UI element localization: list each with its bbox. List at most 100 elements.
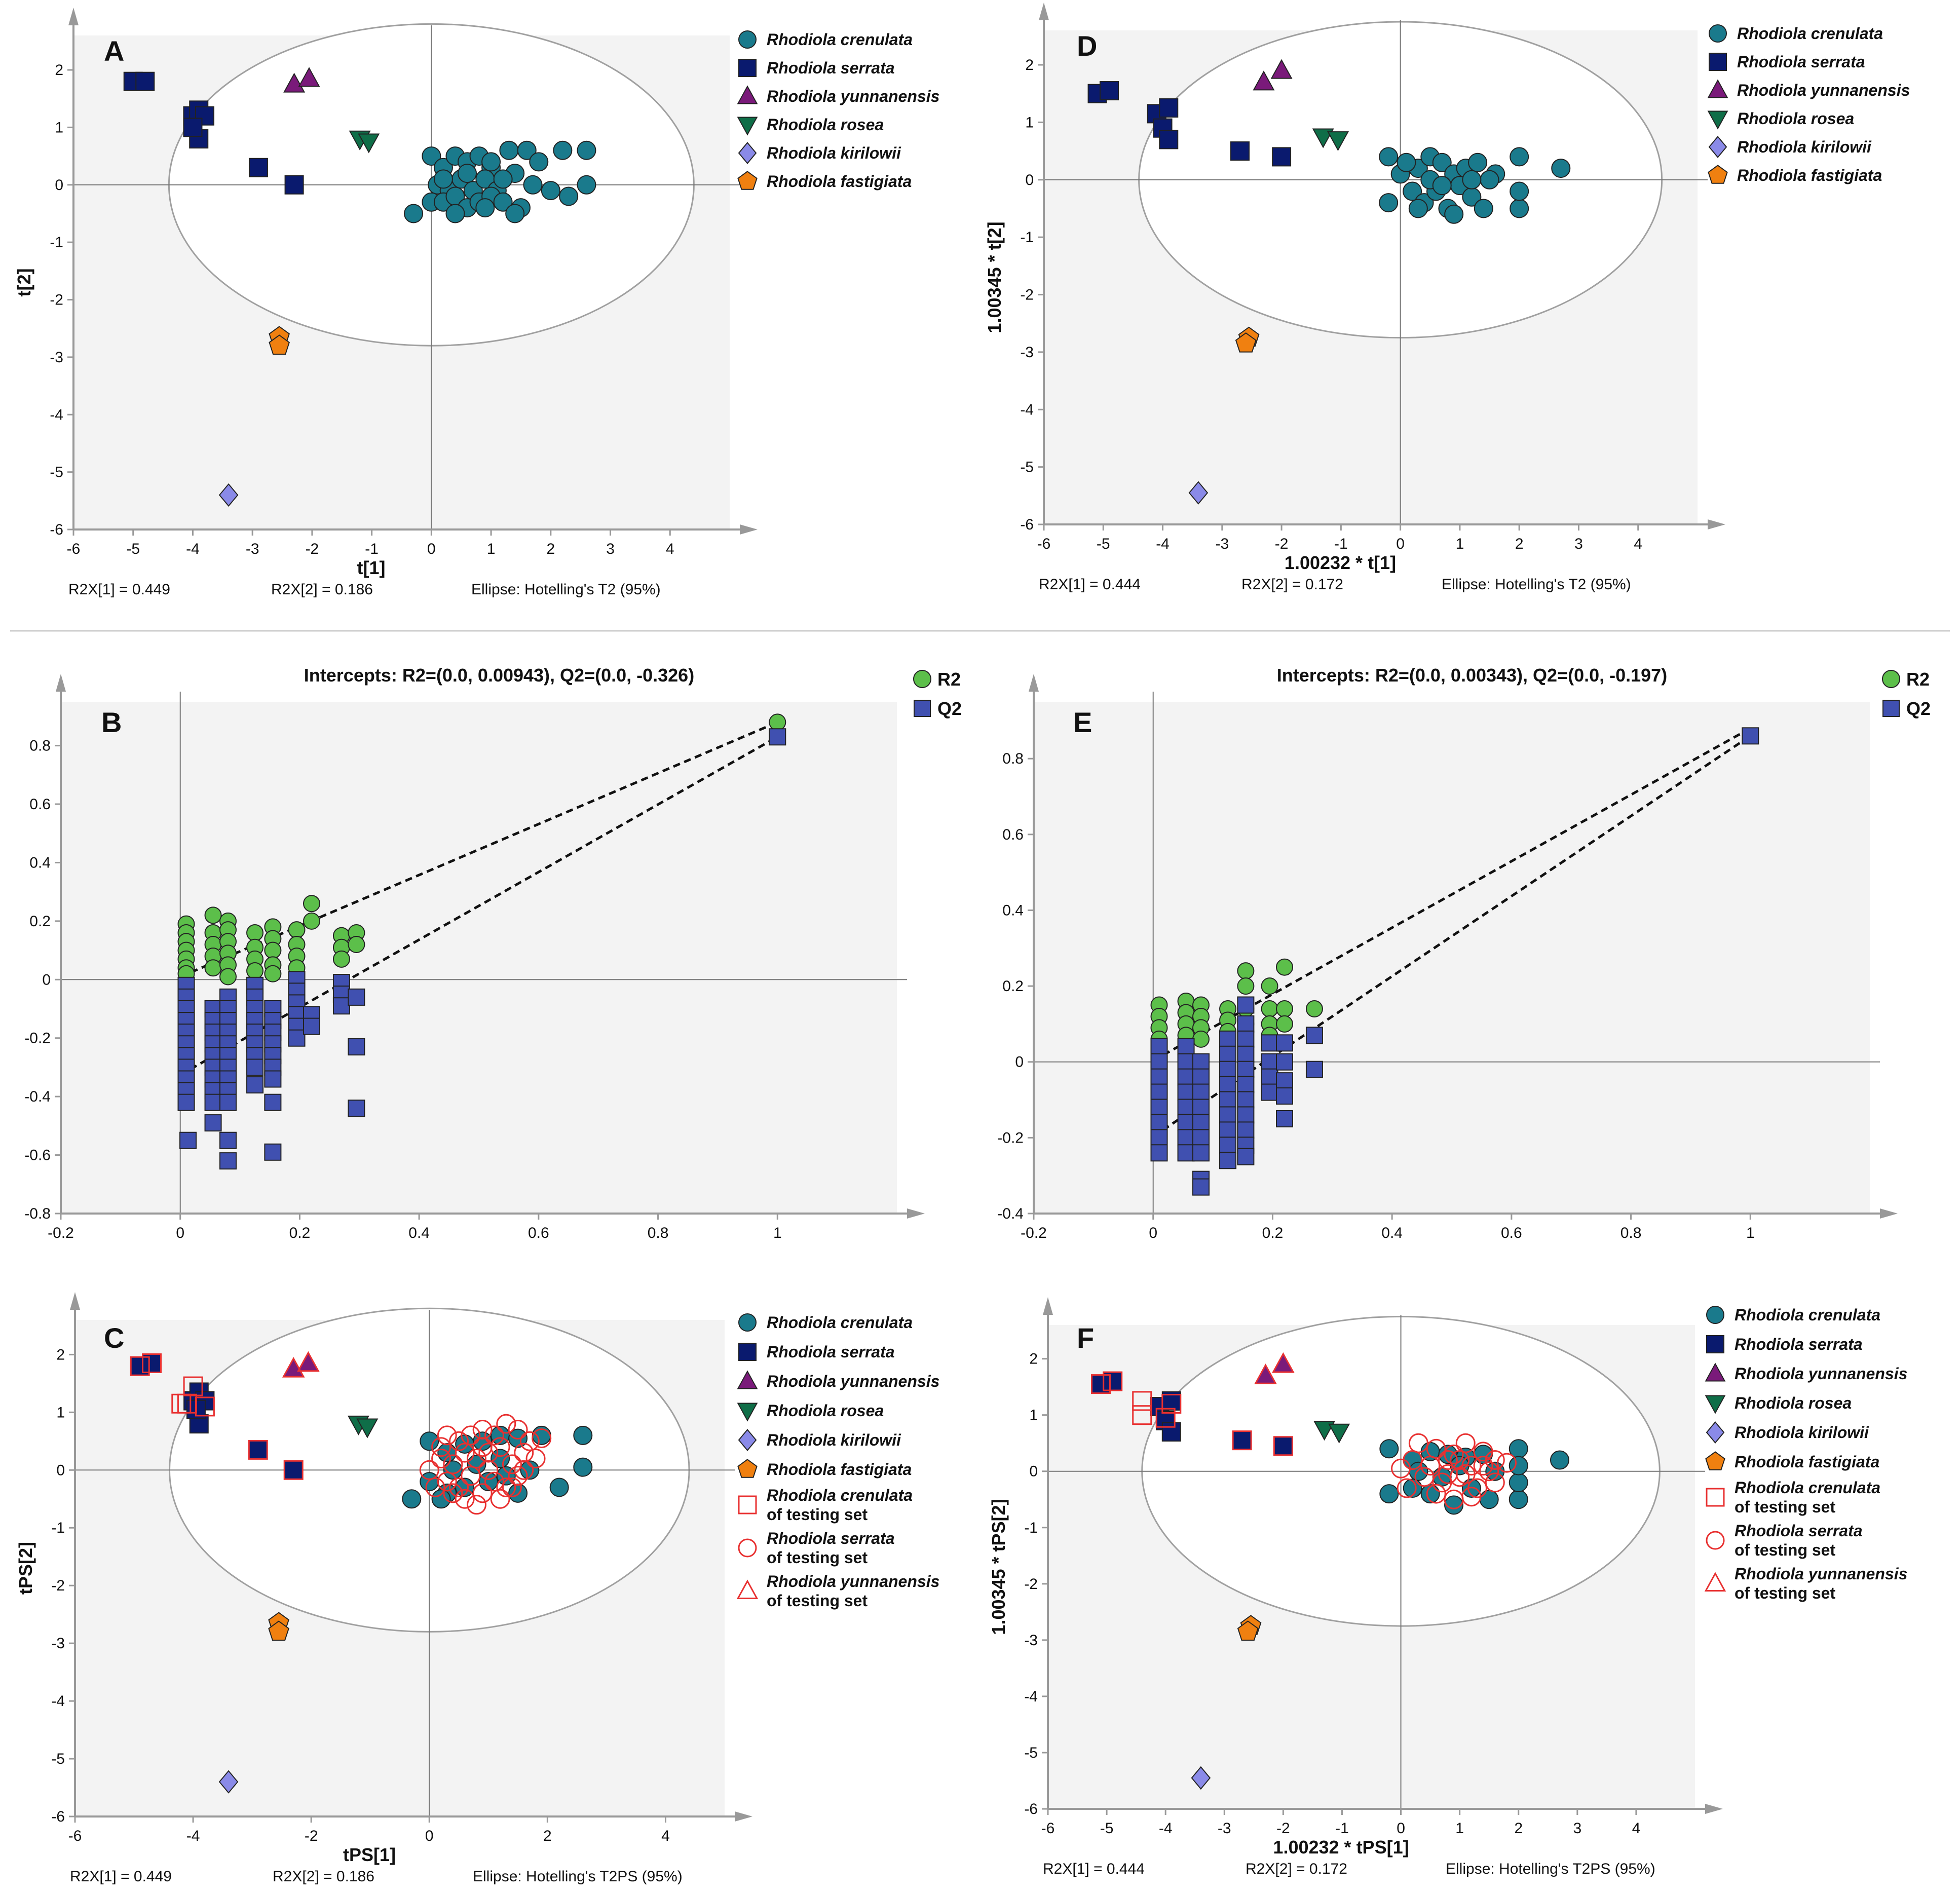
chart-title: Intercepts: R2=(0.0, 0.00943), Q2=(0.0, … <box>304 665 694 686</box>
point-test_serrata <box>455 1489 475 1509</box>
y-axis-arrow <box>1029 674 1039 692</box>
point-crenulata <box>1379 1484 1399 1504</box>
series-serrata <box>1087 81 1292 167</box>
point-q2 <box>1305 1061 1323 1078</box>
legend-label-kirilowii: Rhodiola kirilowii <box>1737 138 1872 156</box>
point-r2 <box>264 941 282 959</box>
point-q2 <box>1261 1083 1278 1101</box>
x-tick-label: 0 <box>1397 1820 1405 1837</box>
footer-text: Ellipse: Hotelling's T2 (95%) <box>1442 576 1631 593</box>
point-serrata <box>1273 1436 1293 1456</box>
x-axis-arrow <box>740 524 758 535</box>
point-test_serrata <box>467 1495 487 1515</box>
legend-label-yunnanensis: Rhodiola yunnanensis <box>767 1372 939 1390</box>
point-q2 <box>348 988 365 1006</box>
point-crenulata <box>520 1460 540 1480</box>
point-test_serrata <box>1420 1456 1441 1476</box>
legend-label-rosea: Rhodiola rosea <box>1735 1394 1852 1412</box>
point-test_serrata <box>443 1454 463 1474</box>
series-rosea <box>349 130 380 154</box>
point-test_serrata <box>472 1420 493 1440</box>
legend-marker-rosea <box>1707 110 1728 130</box>
x-tick-label: 1 <box>1455 1820 1464 1837</box>
legend-label-serrata: Rhodiola serrata <box>1737 53 1865 71</box>
point-kirilowii <box>1188 481 1209 505</box>
panel-letter: B <box>101 706 122 738</box>
y-tick-label: 0.8 <box>29 738 51 754</box>
point-r2 <box>204 906 222 924</box>
point-q2 <box>1150 1114 1168 1131</box>
point-crenulata <box>577 140 596 160</box>
footer-text: Ellipse: Hotelling's T2PS (95%) <box>1446 1861 1655 1877</box>
panel-d: -6 -5 -4 -3 -2 -1 0 1 2 3 4 -6 -5 -4 -3 -2 -1 0 1 2 1.00232 … <box>984 3 1910 593</box>
point-test_yunnanensis <box>1254 1364 1277 1384</box>
x-tick-label: 0 <box>425 1828 434 1844</box>
point-crenulata <box>499 140 519 160</box>
series-test_crenulata <box>1090 1371 1293 1456</box>
point-crenulata <box>1509 1490 1528 1509</box>
x-tick-label: 0.8 <box>1620 1225 1642 1241</box>
y-tick-label: -1 <box>1024 1520 1038 1536</box>
point-kirilowii <box>218 483 239 507</box>
series-rosea <box>1312 128 1349 152</box>
x-tick-label: 3 <box>1573 1820 1581 1837</box>
x-tick-label: 0.4 <box>1381 1225 1403 1241</box>
series-kirilowii <box>218 1770 239 1794</box>
point-crenulata <box>508 1483 528 1503</box>
point-q2 <box>1237 1106 1255 1124</box>
x-tick-label: 0.6 <box>528 1225 549 1241</box>
point-q2 <box>177 1093 195 1111</box>
x-tick-label: 3 <box>1574 536 1583 552</box>
point-q2 <box>1150 1099 1168 1116</box>
point-test_serrata <box>1479 1461 1499 1482</box>
plot-area <box>61 702 897 1214</box>
point-q2 <box>264 1070 282 1088</box>
y-tick-label: 0 <box>1025 172 1034 188</box>
point-crenulata <box>1397 153 1416 172</box>
point-serrata <box>1161 1422 1181 1442</box>
point-crenulata <box>422 146 441 166</box>
point-serrata <box>1159 98 1179 118</box>
series-fastigiata <box>1237 1615 1262 1641</box>
legend-r2-label: R2 <box>1906 669 1930 690</box>
series-r2 <box>177 713 786 986</box>
point-crenulata <box>1408 199 1428 218</box>
point-test_crenulata <box>283 1460 304 1480</box>
point-q2 <box>1261 1068 1278 1086</box>
legend-label-kirilowii: Rhodiola kirilowii <box>1735 1423 1869 1442</box>
point-crenulata <box>433 169 453 189</box>
point-r2 <box>1192 1030 1210 1048</box>
point-test_serrata <box>461 1466 481 1486</box>
y-axis-label: t[2] <box>14 269 34 297</box>
series-fastigiata <box>269 326 290 355</box>
point-kirilowii <box>1191 1766 1211 1790</box>
point-test_crenulata <box>1132 1405 1152 1425</box>
point-fastigiata <box>1237 1620 1259 1641</box>
legend-marker-kirilowii <box>738 142 757 164</box>
point-r2 <box>1276 1015 1293 1033</box>
x-tick-label: -5 <box>1097 536 1110 552</box>
y-tick-label: -5 <box>50 464 63 481</box>
point-q2 <box>1276 1087 1293 1105</box>
x-tick-label: 0 <box>427 541 436 557</box>
point-q2 <box>1276 1034 1293 1052</box>
point-test_serrata <box>1438 1464 1458 1484</box>
point-test_serrata <box>484 1471 504 1492</box>
legend-q2-marker <box>914 700 931 717</box>
point-crenulata <box>1444 1495 1464 1515</box>
legend-label-crenulata: Rhodiola crenulata <box>1737 24 1883 43</box>
point-r2 <box>303 912 320 930</box>
x-tick-label: 1 <box>1746 1225 1755 1241</box>
y-tick-label: 1 <box>1025 114 1034 131</box>
point-test_crenulata <box>130 1356 150 1376</box>
point-q2 <box>1177 1114 1195 1131</box>
point-rosea <box>356 1418 379 1438</box>
point-r2 <box>348 936 365 954</box>
point-r2 <box>769 713 786 731</box>
point-q2 <box>246 1076 264 1094</box>
point-r2 <box>1276 1000 1293 1017</box>
point-q2 <box>769 728 786 746</box>
legend-label-rosea: Rhodiola rosea <box>767 116 884 134</box>
point-test_serrata <box>490 1437 510 1457</box>
point-test_serrata <box>478 1460 499 1480</box>
